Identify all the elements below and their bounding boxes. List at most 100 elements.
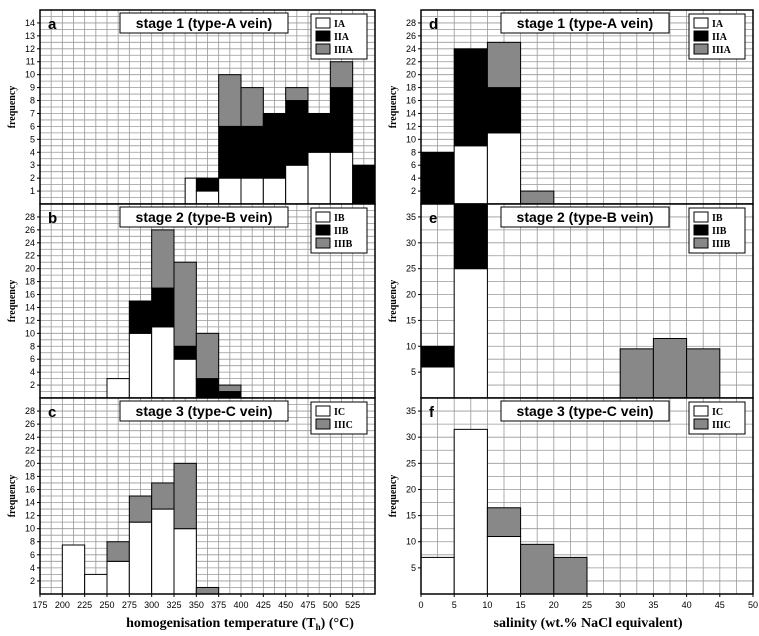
y-tick-label: 16	[406, 96, 416, 106]
y-tick-label: 30	[406, 238, 416, 248]
legend-swatch-III	[693, 237, 709, 249]
panel-letter: b	[48, 210, 57, 227]
y-tick-label: 35	[406, 406, 416, 416]
legend-label: IIB	[334, 226, 349, 237]
x-tick-label: 375	[211, 600, 226, 610]
bar-segment-III-42.5	[686, 348, 721, 399]
y-tick-label: 14	[25, 18, 35, 28]
bar-segment-I-2.5	[420, 556, 455, 595]
bar-segment-III-337.5	[173, 261, 197, 347]
y-tick-label: 26	[406, 31, 416, 41]
legend-swatch-III	[315, 418, 331, 430]
x-tick-label: 225	[77, 600, 92, 610]
x-tick-label: 15	[516, 600, 526, 610]
panel-letter: e	[429, 210, 437, 227]
bar-segment-III-512.5	[329, 61, 354, 89]
legend-label: IC	[334, 407, 345, 418]
legend-label: IIIC	[712, 420, 731, 431]
y-tick-label: 26	[25, 225, 35, 235]
y-tick-label: 13	[25, 31, 35, 41]
x-tick-label: 45	[715, 600, 725, 610]
y-tick-label: 12	[25, 44, 35, 54]
y-tick-label: 28	[25, 212, 35, 222]
legend-label: IIIC	[334, 420, 353, 431]
y-tick-label: 7	[30, 108, 35, 118]
bar-segment-II-437.5	[262, 112, 287, 179]
y-tick-label: 10	[406, 341, 416, 351]
bar-segment-II-387.5	[218, 391, 242, 399]
panel-e: 5 10 15 20 25 30 35 frequency e stage 2 (type-B v…	[388, 203, 754, 399]
legend-swatch-III	[315, 43, 331, 55]
y-tick-label: 8	[30, 537, 35, 547]
legend-label: IIA	[334, 32, 350, 43]
bar-segment-II-7.5	[453, 48, 488, 147]
x-tick-label: 25	[582, 600, 592, 610]
y-tick-label: 9	[30, 83, 35, 93]
legend-label: IIIA	[712, 45, 732, 56]
bar-segment-I-387.5	[218, 177, 242, 205]
y-tick-label: 10	[406, 537, 416, 547]
y-tick-label: 22	[25, 445, 35, 455]
bar-segment-III-387.5	[218, 74, 242, 127]
y-tick-label: 5	[30, 134, 35, 144]
y-axis-label: frequency	[388, 475, 399, 518]
y-tick-label: 18	[25, 277, 35, 287]
legend-label: IA	[712, 19, 724, 30]
bar-segment-I-487.5	[307, 151, 331, 205]
legend: IA IIA IIIA	[688, 13, 746, 60]
y-tick-label: 8	[30, 96, 35, 106]
y-tick-label: 5	[411, 367, 416, 377]
bar-segment-III-37.5	[652, 338, 688, 399]
panel-title: stage 1 (type-A vein)	[517, 15, 653, 31]
legend-label: IIA	[712, 32, 728, 43]
y-tick-label: 20	[25, 264, 35, 274]
title-box	[119, 206, 289, 228]
y-tick-label: 2	[30, 380, 35, 390]
legend-label: IC	[712, 407, 723, 418]
legend-swatch-III	[693, 418, 709, 430]
legend: IC IIIC	[688, 401, 746, 435]
bar-segment-II-337.5	[173, 345, 197, 360]
x-tick-label: 40	[682, 600, 692, 610]
y-tick-label: 35	[406, 212, 416, 222]
bar-segment-III-22.5	[553, 556, 588, 595]
x-axis-label-salinity: salinity (wt.% NaCl equivalent)	[494, 616, 683, 631]
x-tick-label: 450	[278, 600, 293, 610]
y-tick-label: 22	[406, 57, 416, 67]
x-tick-label: 500	[323, 600, 338, 610]
bar-segment-II-537.5	[352, 164, 376, 205]
y-tick-label: 4	[30, 367, 35, 377]
bar-segment-I-412.5	[240, 177, 264, 205]
bar-segment-II-2.5	[420, 151, 455, 205]
panel-title: stage 3 (type-C vein)	[136, 403, 273, 419]
y-tick-label: 6	[411, 160, 416, 170]
y-tick-label: 10	[406, 134, 416, 144]
bar-segment-II-2.5	[420, 345, 455, 368]
y-tick-label: 22	[25, 251, 35, 261]
bar-segment-II-7.5	[453, 203, 488, 270]
bar-segment-I-362.5	[195, 190, 220, 205]
bar-segment-III-17.5	[520, 190, 555, 205]
bar-segment-I-287.5	[128, 332, 153, 399]
bar-segment-I-337.5	[173, 358, 197, 399]
y-tick-label: 24	[25, 432, 35, 442]
bar-segment-I-7.5	[453, 145, 488, 205]
title-box	[500, 12, 670, 34]
y-tick-label: 4	[30, 147, 35, 157]
bar-segment-III-32.5	[619, 348, 654, 399]
y-tick-label: 20	[25, 458, 35, 468]
y-tick-label: 18	[406, 83, 416, 93]
bar-segment-I-2.5	[420, 366, 455, 399]
y-axis-label: frequency	[388, 280, 399, 323]
bar-segment-III-312.5	[151, 229, 175, 289]
y-tick-label: 1	[30, 186, 35, 196]
y-axis-label: frequency	[7, 280, 18, 323]
x-tick-label: 525	[345, 600, 360, 610]
title-box	[500, 206, 670, 228]
legend-swatch-I	[315, 17, 331, 29]
panel-letter: c	[48, 404, 56, 421]
bar-segment-II-362.5	[195, 177, 220, 192]
y-axis-label: frequency	[7, 475, 18, 518]
